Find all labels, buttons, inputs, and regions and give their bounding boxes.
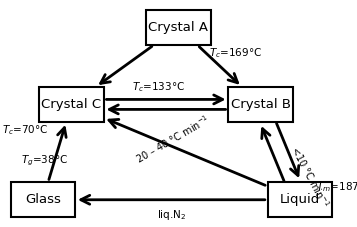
Text: $T_g$=38°C: $T_g$=38°C [21, 154, 69, 168]
Text: Crystal A: Crystal A [149, 21, 208, 34]
Text: Crystal B: Crystal B [231, 98, 291, 111]
Text: Crystal C: Crystal C [41, 98, 101, 111]
Text: $T_c$=133°C: $T_c$=133°C [132, 80, 185, 94]
Text: $T_c$=169°C: $T_c$=169°C [209, 46, 262, 60]
Text: $T_c$=70°C: $T_c$=70°C [2, 124, 48, 137]
FancyBboxPatch shape [146, 10, 211, 45]
FancyBboxPatch shape [11, 182, 75, 217]
Text: <10 °C min$^{-1}$: <10 °C min$^{-1}$ [288, 143, 333, 210]
FancyBboxPatch shape [39, 87, 104, 122]
Text: Glass: Glass [25, 193, 61, 206]
Text: Liquid: Liquid [280, 193, 320, 206]
FancyBboxPatch shape [228, 87, 293, 122]
Text: $T_m$=187°C: $T_m$=187°C [316, 180, 357, 194]
Text: 20 – 40 °C min$^{-1}$: 20 – 40 °C min$^{-1}$ [134, 113, 213, 166]
FancyBboxPatch shape [268, 182, 332, 217]
Text: liq.N$_2$: liq.N$_2$ [157, 207, 186, 222]
